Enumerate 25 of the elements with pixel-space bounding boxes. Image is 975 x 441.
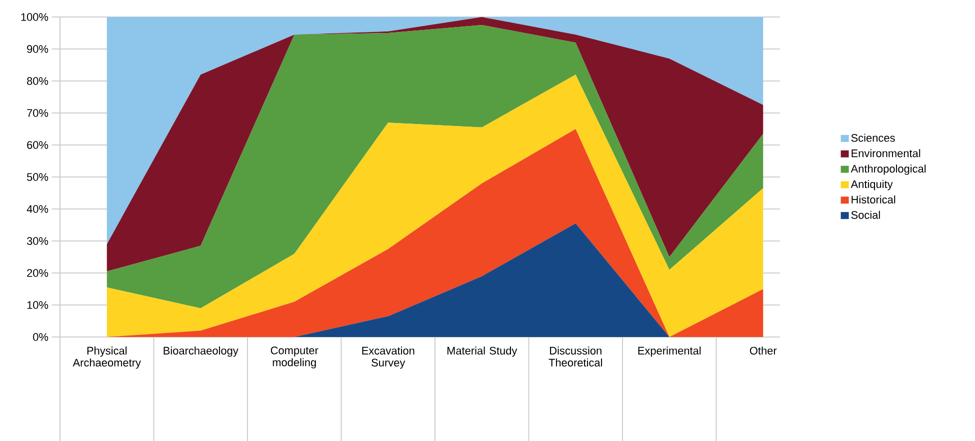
y-tick-label: 70% xyxy=(27,109,48,117)
y-tick-label: 10% xyxy=(27,301,48,309)
y-tick-label: 80% xyxy=(27,77,48,85)
x-tick-label: Experimental xyxy=(638,346,701,357)
y-tick-label: 100% xyxy=(21,13,48,21)
y-tick-label: 90% xyxy=(27,45,48,53)
legend-label: Sciences xyxy=(851,134,895,142)
x-tick-label: Other xyxy=(750,346,777,355)
y-tick-label: 50% xyxy=(26,173,48,181)
x-tick-label: Computer modeling xyxy=(270,346,318,368)
x-tick-label: Physical Archaeometry xyxy=(72,346,141,369)
y-tick-label: 0% xyxy=(33,333,48,341)
y-tick-label: 20% xyxy=(27,269,48,277)
legend-label: Environmental xyxy=(852,149,920,158)
x-tick-label: Excavation Survey xyxy=(362,346,414,369)
y-tick-label: 60% xyxy=(27,141,48,149)
x-tick-label: Bioarchaeology xyxy=(164,346,238,357)
legend-label: Antiquity xyxy=(850,180,893,190)
legend-label: Anthropological xyxy=(850,164,926,175)
y-tick-label: 30% xyxy=(26,237,48,245)
y-tick-label: 40% xyxy=(26,205,48,213)
x-tick-label: Discussion Theoretical xyxy=(548,346,602,367)
legend-label: Historical xyxy=(852,195,896,204)
x-tick-label: Material Study xyxy=(447,346,518,357)
legend-label: Social xyxy=(851,210,880,219)
